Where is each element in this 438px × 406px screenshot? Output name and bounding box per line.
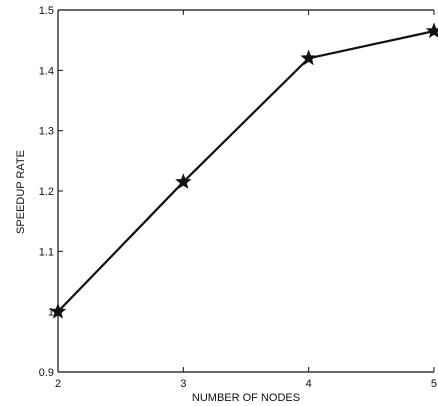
y-tick-label: 1.4 [39, 65, 54, 77]
x-tick-label: 5 [431, 378, 437, 390]
y-tick-label: 0.9 [39, 367, 54, 379]
data-point-star [49, 303, 67, 319]
data-point-star [175, 173, 192, 189]
series-line [57, 30, 435, 313]
series-layer [49, 22, 438, 319]
y-axis-label: SPEEDUP RATE [15, 150, 27, 234]
y-axis: 0.9 1 1.1 1.2 1.3 1.4 1.5 [39, 5, 63, 379]
x-tick-label: 3 [180, 378, 186, 390]
y-tick-label: 1.2 [39, 186, 54, 198]
y-tick-label: 1.1 [39, 246, 54, 258]
x-tick-label: 2 [55, 378, 61, 390]
y-tick-label: 1.5 [39, 5, 54, 17]
x-axis-label: NUMBER OF NODES [192, 392, 300, 404]
data-point-star [300, 49, 317, 66]
y-tick-label: 1 [48, 307, 54, 319]
plot-area [57, 9, 434, 373]
data-point-star [425, 22, 438, 39]
y-tick-label: 1.3 [39, 126, 54, 138]
x-axis: 2 3 4 5 [55, 10, 437, 390]
x-tick-label: 4 [306, 378, 312, 390]
